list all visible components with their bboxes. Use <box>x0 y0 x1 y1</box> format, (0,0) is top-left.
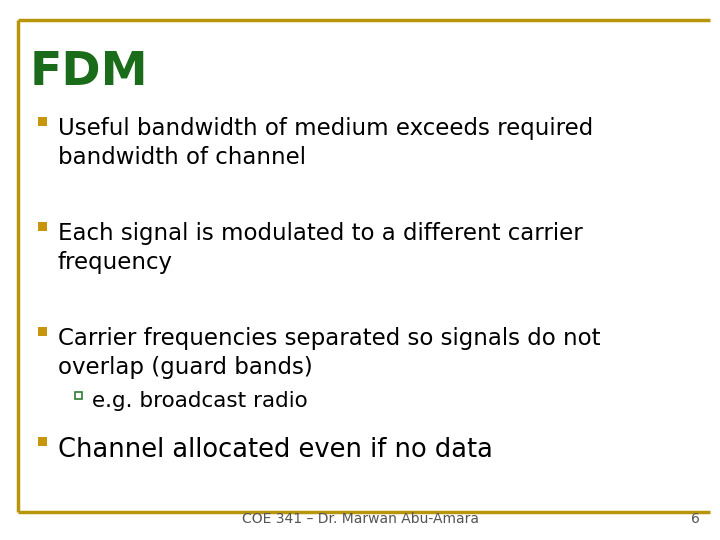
Text: COE 341 – Dr. Marwan Abu-Amara: COE 341 – Dr. Marwan Abu-Amara <box>241 512 479 526</box>
Bar <box>74 392 81 399</box>
Bar <box>37 327 47 335</box>
Text: e.g. broadcast radio: e.g. broadcast radio <box>92 391 307 411</box>
Text: Channel allocated even if no data: Channel allocated even if no data <box>58 437 493 463</box>
Bar <box>37 117 47 125</box>
Text: FDM: FDM <box>30 50 148 95</box>
Bar <box>37 221 47 231</box>
Bar <box>37 436 47 446</box>
Text: Carrier frequencies separated so signals do not
overlap (guard bands): Carrier frequencies separated so signals… <box>58 327 600 379</box>
Text: Useful bandwidth of medium exceeds required
bandwidth of channel: Useful bandwidth of medium exceeds requi… <box>58 117 593 170</box>
Text: 6: 6 <box>691 512 700 526</box>
Text: Each signal is modulated to a different carrier
frequency: Each signal is modulated to a different … <box>58 222 582 274</box>
